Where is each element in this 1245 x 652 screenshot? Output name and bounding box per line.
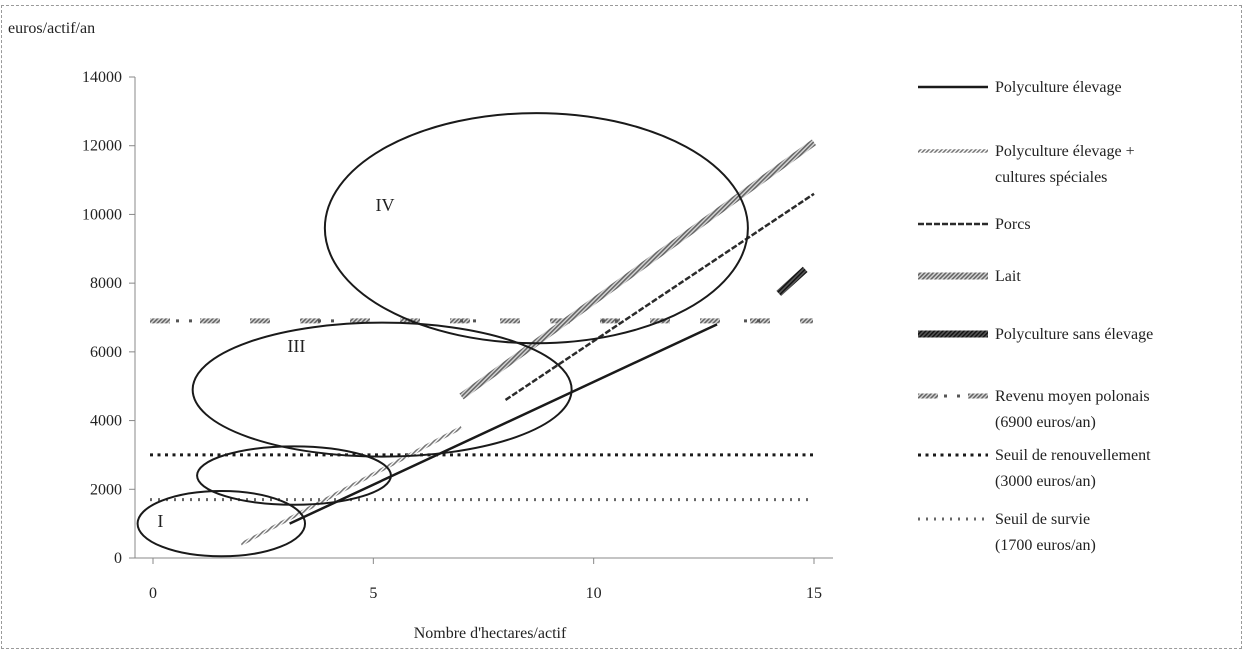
legend-label: Polyculture élevage [995,79,1122,96]
legend-label: (6900 euros/an) [995,414,1096,431]
legend: Polyculture élevage Polyculture élevage +… [918,79,1153,554]
x-axis-label: Nombre d'hectares/actif [414,625,567,642]
legend-label: Porcs [995,216,1031,233]
group-ellipse-2 [196,445,392,506]
group-label: III [287,336,305,356]
series-line-polyculture-elevage [289,323,718,525]
y-tick-label: 12000 [82,138,122,155]
group-label: IV [376,195,395,215]
y-tick-label: 14000 [82,69,122,86]
legend-label: Polyculture sans élevage [995,326,1153,343]
threshold-lines [150,318,813,502]
series-line-polyculture-elevage-cultures-speciales [240,425,463,546]
legend-label: Seuil de renouvellement [995,447,1151,464]
axes: 0 2000 4000 6000 8000 10000 12000 14000 0 5 10 15 [82,69,833,602]
group-ellipse-3 [191,321,573,458]
legend-label: (1700 euros/an) [995,537,1096,554]
chart-frame [1,5,1242,649]
series-line-lait [459,139,817,400]
y-tick-label: 0 [114,550,122,567]
y-tick-label: 2000 [90,481,122,498]
series-line-porcs [504,192,815,401]
y-tick-label: 8000 [90,275,122,292]
legend-label: Lait [995,268,1021,285]
y-axis-label: euros/actif/an [8,20,95,37]
legend-label: Polyculture élevage + [995,143,1135,160]
series-lines [240,139,817,546]
group-label: I [157,511,163,531]
group-ellipse-4 [323,112,749,345]
x-tick-label: 10 [586,585,602,602]
legend-label: cultures spéciales [995,169,1107,186]
legend-label: (3000 euros/an) [995,473,1096,490]
series-line-polyculture-sans-elevage [776,266,808,297]
legend-label: Seuil de survie [995,511,1090,528]
x-tick-label: 5 [369,585,377,602]
y-tick-label: 10000 [82,206,122,223]
x-tick-label: 15 [806,585,822,602]
legend-label: Revenu moyen polonais [995,388,1150,405]
y-tick-label: 4000 [90,413,122,430]
y-tick-label: 6000 [90,344,122,361]
x-tick-label: 0 [149,585,157,602]
group-ellipse-1 [136,490,307,558]
